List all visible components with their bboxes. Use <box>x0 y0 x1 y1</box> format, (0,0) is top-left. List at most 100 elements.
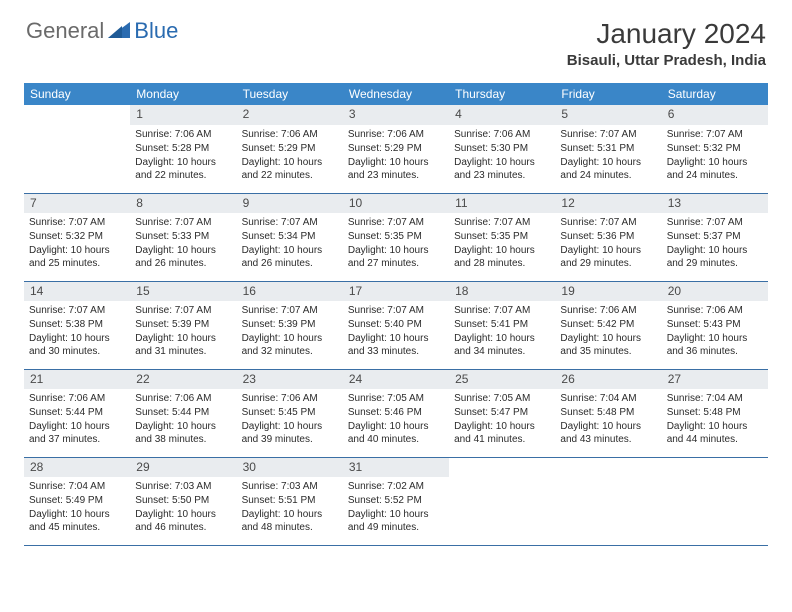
sunrise-text: Sunrise: 7:06 AM <box>454 128 550 141</box>
day-number: 17 <box>343 282 449 302</box>
sunset-text: Sunset: 5:52 PM <box>348 494 444 507</box>
day-content: Sunrise: 7:06 AMSunset: 5:44 PMDaylight:… <box>24 389 130 451</box>
daylight-text: Daylight: 10 hours and 34 minutes. <box>454 332 550 358</box>
calendar-day: 5Sunrise: 7:07 AMSunset: 5:31 PMDaylight… <box>555 105 661 193</box>
sunset-text: Sunset: 5:29 PM <box>242 142 338 155</box>
day-number <box>449 458 555 478</box>
daylight-text: Daylight: 10 hours and 22 minutes. <box>135 156 231 182</box>
day-content: Sunrise: 7:04 AMSunset: 5:48 PMDaylight:… <box>555 389 661 451</box>
sunset-text: Sunset: 5:40 PM <box>348 318 444 331</box>
daylight-text: Daylight: 10 hours and 49 minutes. <box>348 508 444 534</box>
day-content: Sunrise: 7:07 AMSunset: 5:38 PMDaylight:… <box>24 301 130 363</box>
day-content: Sunrise: 7:02 AMSunset: 5:52 PMDaylight:… <box>343 477 449 539</box>
day-number: 1 <box>130 105 236 125</box>
calendar-day: 10Sunrise: 7:07 AMSunset: 5:35 PMDayligh… <box>343 193 449 281</box>
calendar-day: 8 Sunrise: 7:07 AMSunset: 5:33 PMDaylight… <box>130 193 236 281</box>
sunrise-text: Sunrise: 7:07 AM <box>29 304 125 317</box>
sunrise-text: Sunrise: 7:05 AM <box>454 392 550 405</box>
sunset-text: Sunset: 5:44 PM <box>29 406 125 419</box>
daylight-text: Daylight: 10 hours and 23 minutes. <box>348 156 444 182</box>
daylight-text: Daylight: 10 hours and 43 minutes. <box>560 420 656 446</box>
calendar-day: 15Sunrise: 7:07 AMSunset: 5:39 PMDayligh… <box>130 281 236 369</box>
day-number: 15 <box>130 282 236 302</box>
day-content: Sunrise: 7:06 AMSunset: 5:42 PMDaylight:… <box>555 301 661 363</box>
day-number: 5 <box>555 105 661 125</box>
sunrise-text: Sunrise: 7:07 AM <box>29 216 125 229</box>
day-content: Sunrise: 7:07 AMSunset: 5:39 PMDaylight:… <box>130 301 236 363</box>
sunrise-text: Sunrise: 7:06 AM <box>560 304 656 317</box>
daylight-text: Daylight: 10 hours and 29 minutes. <box>560 244 656 270</box>
day-content: Sunrise: 7:06 AMSunset: 5:29 PMDaylight:… <box>343 125 449 187</box>
dow-tuesday: Tuesday <box>237 83 343 105</box>
sunrise-text: Sunrise: 7:07 AM <box>667 128 763 141</box>
day-number: 20 <box>662 282 768 302</box>
sunset-text: Sunset: 5:42 PM <box>560 318 656 331</box>
day-number: 19 <box>555 282 661 302</box>
day-number: 6 <box>662 105 768 125</box>
day-content: Sunrise: 7:06 AMSunset: 5:44 PMDaylight:… <box>130 389 236 451</box>
sunset-text: Sunset: 5:38 PM <box>29 318 125 331</box>
sunset-text: Sunset: 5:33 PM <box>135 230 231 243</box>
daylight-text: Daylight: 10 hours and 22 minutes. <box>242 156 338 182</box>
dow-wednesday: Wednesday <box>343 83 449 105</box>
day-number: 29 <box>130 458 236 478</box>
day-number: 27 <box>662 370 768 390</box>
sunset-text: Sunset: 5:31 PM <box>560 142 656 155</box>
day-number: 30 <box>237 458 343 478</box>
day-number: 18 <box>449 282 555 302</box>
sunset-text: Sunset: 5:39 PM <box>135 318 231 331</box>
sunset-text: Sunset: 5:48 PM <box>560 406 656 419</box>
sunrise-text: Sunrise: 7:07 AM <box>242 304 338 317</box>
dow-row: Sunday Monday Tuesday Wednesday Thursday… <box>24 83 768 105</box>
day-number: 26 <box>555 370 661 390</box>
daylight-text: Daylight: 10 hours and 45 minutes. <box>29 508 125 534</box>
dow-friday: Friday <box>555 83 661 105</box>
daylight-text: Daylight: 10 hours and 41 minutes. <box>454 420 550 446</box>
day-number: 13 <box>662 194 768 214</box>
sunset-text: Sunset: 5:41 PM <box>454 318 550 331</box>
day-number: 25 <box>449 370 555 390</box>
calendar-day: 31Sunrise: 7:02 AMSunset: 5:52 PMDayligh… <box>343 457 449 545</box>
sunrise-text: Sunrise: 7:07 AM <box>135 216 231 229</box>
day-content: Sunrise: 7:06 AMSunset: 5:43 PMDaylight:… <box>662 301 768 363</box>
calendar-day: 25Sunrise: 7:05 AMSunset: 5:47 PMDayligh… <box>449 369 555 457</box>
calendar-week: 1Sunrise: 7:06 AMSunset: 5:28 PMDaylight… <box>24 105 768 193</box>
calendar-day: 21Sunrise: 7:06 AMSunset: 5:44 PMDayligh… <box>24 369 130 457</box>
sunrise-text: Sunrise: 7:06 AM <box>242 392 338 405</box>
sunrise-text: Sunrise: 7:02 AM <box>348 480 444 493</box>
daylight-text: Daylight: 10 hours and 26 minutes. <box>135 244 231 270</box>
sunset-text: Sunset: 5:29 PM <box>348 142 444 155</box>
daylight-text: Daylight: 10 hours and 23 minutes. <box>454 156 550 182</box>
calendar-day: 7Sunrise: 7:07 AMSunset: 5:32 PMDaylight… <box>24 193 130 281</box>
calendar-day: 27Sunrise: 7:04 AMSunset: 5:48 PMDayligh… <box>662 369 768 457</box>
calendar-day: 13Sunrise: 7:07 AMSunset: 5:37 PMDayligh… <box>662 193 768 281</box>
calendar-day <box>24 105 130 193</box>
page-header: General Blue January 2024 Bisauli, Uttar… <box>0 0 792 75</box>
day-number: 2 <box>237 105 343 125</box>
day-content: Sunrise: 7:07 AMSunset: 5:35 PMDaylight:… <box>449 213 555 275</box>
day-number <box>24 105 130 125</box>
sunset-text: Sunset: 5:30 PM <box>454 142 550 155</box>
sunset-text: Sunset: 5:39 PM <box>242 318 338 331</box>
daylight-text: Daylight: 10 hours and 29 minutes. <box>667 244 763 270</box>
calendar-day: 20Sunrise: 7:06 AMSunset: 5:43 PMDayligh… <box>662 281 768 369</box>
sunset-text: Sunset: 5:35 PM <box>348 230 444 243</box>
day-content: Sunrise: 7:07 AMSunset: 5:39 PMDaylight:… <box>237 301 343 363</box>
calendar-day <box>662 457 768 545</box>
calendar-day: 26Sunrise: 7:04 AMSunset: 5:48 PMDayligh… <box>555 369 661 457</box>
daylight-text: Daylight: 10 hours and 46 minutes. <box>135 508 231 534</box>
daylight-text: Daylight: 10 hours and 39 minutes. <box>242 420 338 446</box>
sunrise-text: Sunrise: 7:07 AM <box>348 304 444 317</box>
daylight-text: Daylight: 10 hours and 32 minutes. <box>242 332 338 358</box>
dow-monday: Monday <box>130 83 236 105</box>
sunrise-text: Sunrise: 7:06 AM <box>135 392 231 405</box>
calendar-day: 11Sunrise: 7:07 AMSunset: 5:35 PMDayligh… <box>449 193 555 281</box>
sunrise-text: Sunrise: 7:06 AM <box>135 128 231 141</box>
day-number: 12 <box>555 194 661 214</box>
sunrise-text: Sunrise: 7:06 AM <box>667 304 763 317</box>
calendar-day: 17Sunrise: 7:07 AMSunset: 5:40 PMDayligh… <box>343 281 449 369</box>
calendar-table: Sunday Monday Tuesday Wednesday Thursday… <box>24 83 768 546</box>
calendar-day: 1Sunrise: 7:06 AMSunset: 5:28 PMDaylight… <box>130 105 236 193</box>
day-number: 8 <box>130 194 236 214</box>
sunrise-text: Sunrise: 7:05 AM <box>348 392 444 405</box>
